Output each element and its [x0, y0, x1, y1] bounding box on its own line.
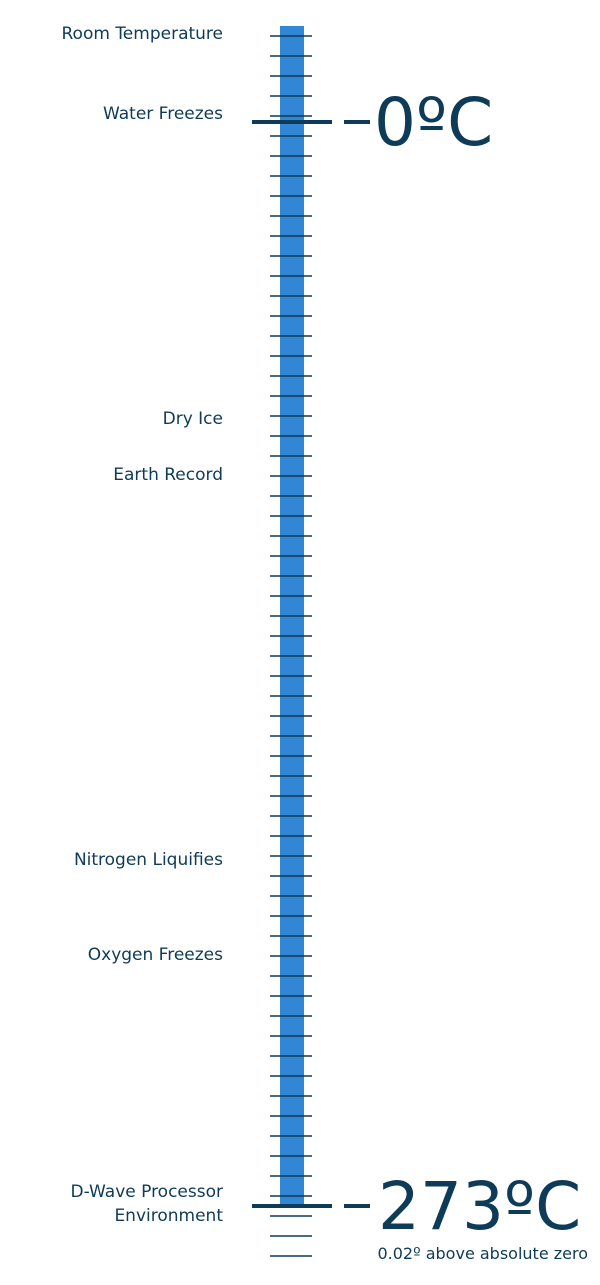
- label-oxygen-freezes: Oxygen Freezes: [87, 945, 223, 965]
- label-room-temperature: Room Temperature: [61, 24, 224, 44]
- label-dwave-line2: Environment: [114, 1206, 223, 1226]
- label-dwave-line1: D-Wave Processor: [70, 1182, 223, 1202]
- absolute-celsius-marker: 273ºC: [378, 1168, 582, 1245]
- label-dwave-processor: D-Wave Processor Environment: [71, 1180, 223, 1228]
- absolute-zero-note: 0.02º above absolute zero: [377, 1244, 588, 1263]
- label-nitrogen-liquifies: Nitrogen Liquifies: [73, 850, 223, 870]
- zero-celsius-marker: 0ºC: [374, 84, 494, 161]
- label-earth-record: Earth Record: [113, 465, 223, 485]
- label-dry-ice: Dry Ice: [162, 409, 223, 429]
- tick-marks: [270, 35, 312, 1257]
- label-water-freezes: Water Freezes: [103, 104, 223, 124]
